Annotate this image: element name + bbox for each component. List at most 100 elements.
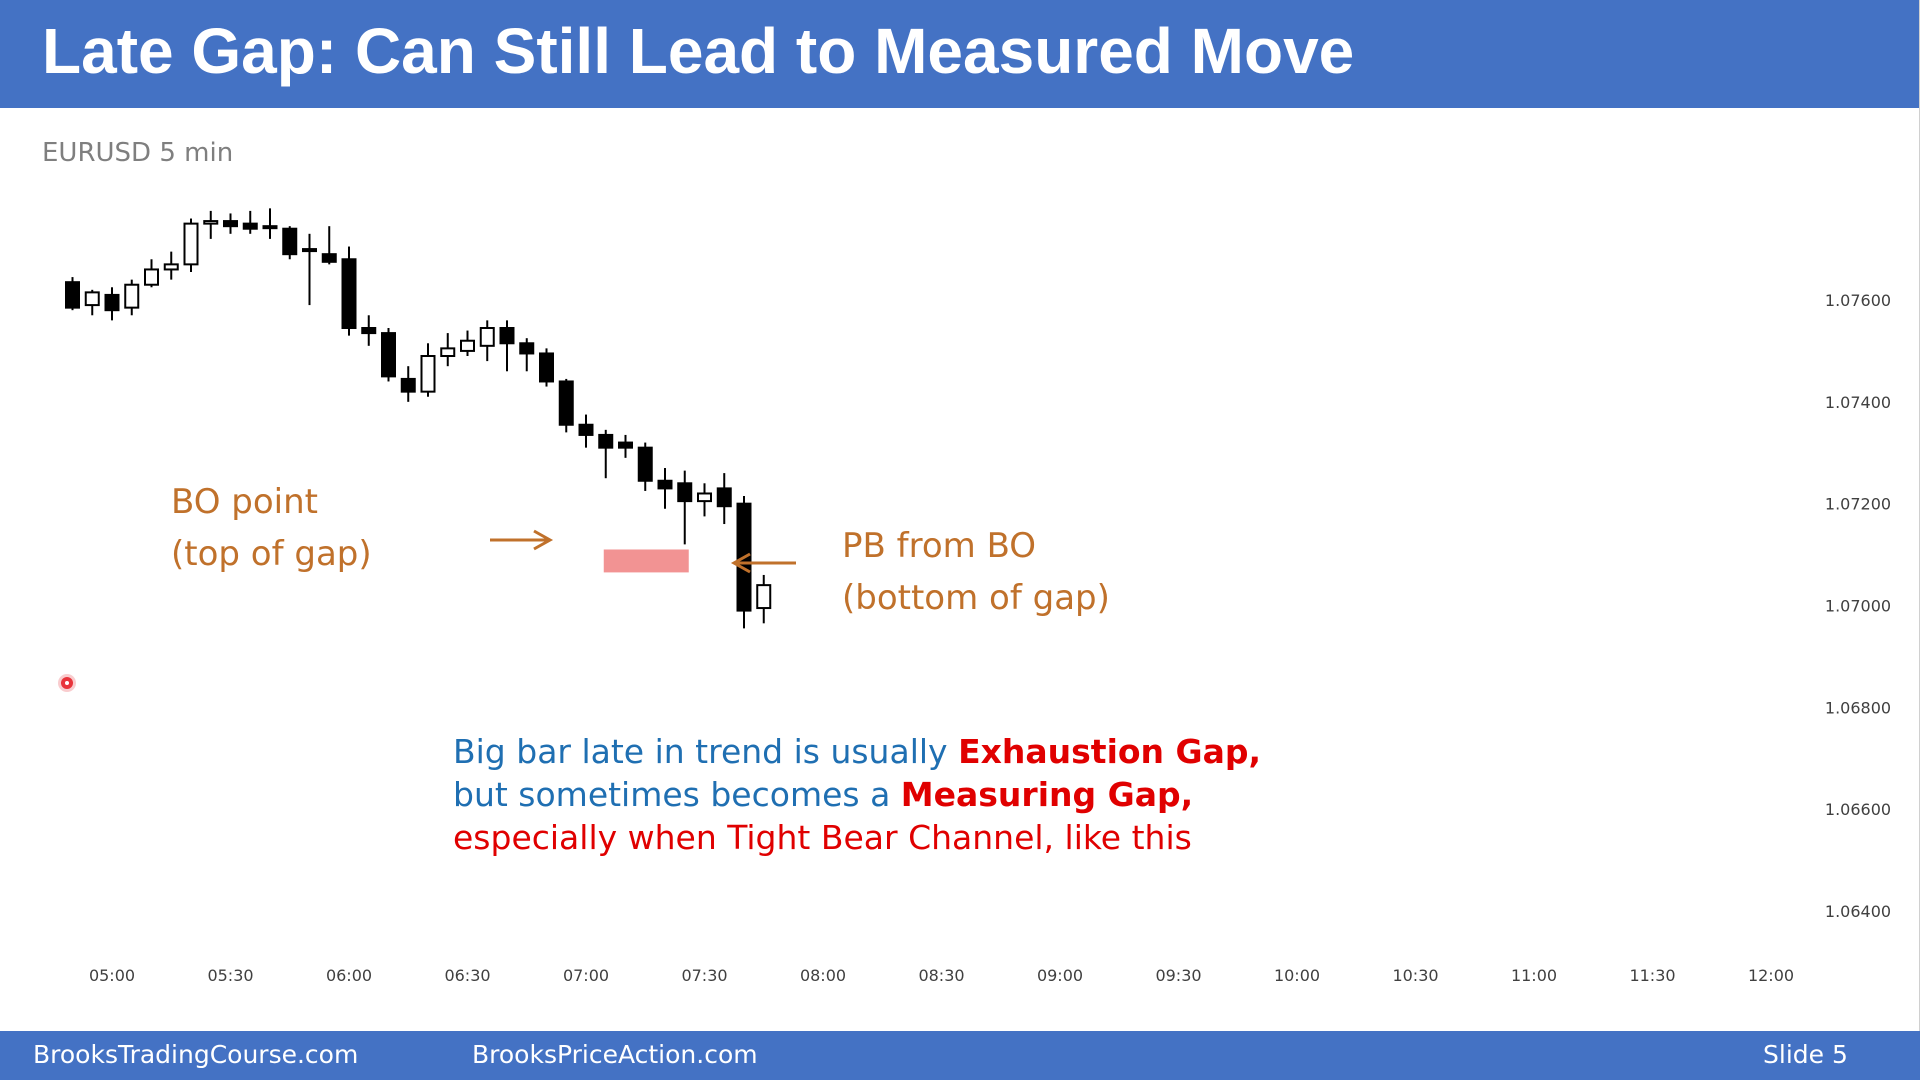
note-line-3: especially when Tight Bear Channel, like… [453, 816, 1261, 859]
y-tick-label: 1.07400 [1825, 393, 1891, 412]
bear-candle-body [499, 327, 515, 345]
x-tick-label: 05:30 [207, 966, 253, 985]
note-text-2: but sometimes becomes a [453, 775, 901, 814]
candle [203, 210, 219, 239]
pb-annotation: PB from BO (bottom of gap) [842, 520, 1110, 624]
y-tick-label: 1.06600 [1825, 800, 1891, 819]
bear-candle-body [539, 352, 554, 383]
bo-point-sublabel: (top of gap) [171, 534, 372, 574]
footer-site-center[interactable]: BrooksPriceAction.com [472, 1040, 758, 1069]
bear-candle-body [223, 220, 238, 228]
candle [539, 348, 554, 387]
candle [716, 473, 732, 525]
chart-symbol-label: EURUSD 5 min [42, 138, 234, 168]
x-tick-label: 08:30 [918, 966, 964, 985]
candle [84, 289, 100, 316]
candle [637, 442, 653, 491]
candle [341, 246, 357, 336]
bear-candle-body [578, 423, 594, 436]
bear-candle-body [400, 377, 416, 393]
bull-candle-body [262, 225, 278, 230]
bear-candle-body [519, 342, 535, 355]
bear-candle-body [637, 446, 653, 482]
bear-candle-body [677, 482, 693, 503]
bo-point-annotation: BO point (top of gap) [171, 476, 372, 580]
arrow-right-icon [490, 529, 554, 551]
bull-candle-body [697, 492, 712, 503]
x-tick-label: 09:00 [1037, 966, 1083, 985]
arrow-left-icon [730, 552, 796, 574]
candle [242, 210, 258, 234]
bull-candle-body [420, 355, 436, 393]
candle [223, 213, 238, 234]
candle [302, 233, 317, 306]
footer-site-left[interactable]: BrooksTradingCourse.com [33, 1040, 359, 1069]
gap-zone-highlight [603, 549, 689, 573]
note-exhaustion-gap: Exhaustion Gap, [958, 732, 1262, 771]
candle [183, 218, 199, 272]
bear-candle-body [657, 479, 673, 490]
gap-explanation-note: Big bar late in trend is usually Exhaust… [453, 730, 1261, 859]
x-tick-label: 05:00 [89, 966, 135, 985]
footer-bar [0, 1031, 1920, 1080]
bull-candle-body [124, 283, 140, 309]
y-tick-label: 1.07600 [1825, 291, 1891, 310]
candle [124, 279, 140, 316]
candle [104, 287, 120, 321]
bull-candle-body [183, 222, 199, 266]
x-tick-label: 06:00 [326, 966, 372, 985]
bull-candle-body [302, 248, 317, 253]
y-tick-label: 1.06400 [1825, 902, 1891, 921]
candle [578, 414, 594, 448]
candle [400, 366, 416, 402]
candle [677, 470, 693, 545]
note-text-1: Big bar late in trend is usually [453, 732, 959, 771]
candle [440, 333, 456, 367]
x-tick-label: 12:00 [1748, 966, 1794, 985]
bear-candle-body [282, 227, 298, 256]
bull-candle-body [203, 220, 219, 225]
bear-candle-body [361, 327, 377, 335]
bull-candle-body [440, 347, 456, 358]
bear-candle-body [618, 441, 633, 449]
price-chart: 1.07600 1.07400 1.07200 1.07000 1.06800 1.066… [65, 208, 1891, 985]
candle [479, 320, 495, 362]
candle [618, 434, 633, 458]
slide-number: Slide 5 [1763, 1040, 1848, 1069]
candle [756, 574, 772, 624]
candle [65, 277, 80, 311]
candle [361, 315, 377, 346]
bear-candle-body [716, 487, 732, 508]
candle [657, 468, 673, 509]
candle [519, 338, 535, 372]
bear-candle-body [321, 253, 337, 263]
candle [499, 320, 515, 372]
bull-candle-body [460, 339, 475, 352]
candle [598, 429, 614, 479]
pb-sublabel: (bottom of gap) [842, 578, 1110, 618]
x-tick-label: 07:30 [681, 966, 727, 985]
x-tick-label: 06:30 [444, 966, 490, 985]
bear-candle-body [341, 258, 357, 330]
slide-title: Late Gap: Can Still Lead to Measured Mov… [42, 15, 1355, 87]
x-tick-label: 07:00 [563, 966, 609, 985]
candle [420, 343, 436, 397]
x-tick-label: 08:00 [800, 966, 846, 985]
x-tick-label: 10:00 [1274, 966, 1320, 985]
candle [460, 330, 475, 357]
bull-candle-body [84, 291, 100, 307]
y-tick-label: 1.07000 [1825, 597, 1891, 616]
bull-candle-body [163, 263, 179, 271]
candle [282, 226, 298, 260]
candle [144, 259, 159, 288]
bear-candle-body [104, 293, 120, 312]
candle [381, 328, 396, 382]
note-text-3: especially when Tight Bear Channel, like… [453, 818, 1192, 857]
y-tick-label: 1.07200 [1825, 495, 1891, 514]
bull-candle-body [479, 327, 495, 347]
candle [558, 378, 574, 433]
y-tick-label: 1.06800 [1825, 698, 1891, 717]
title-bar [0, 0, 1920, 108]
x-tick-label: 09:30 [1155, 966, 1201, 985]
bear-candle-body [598, 433, 614, 449]
